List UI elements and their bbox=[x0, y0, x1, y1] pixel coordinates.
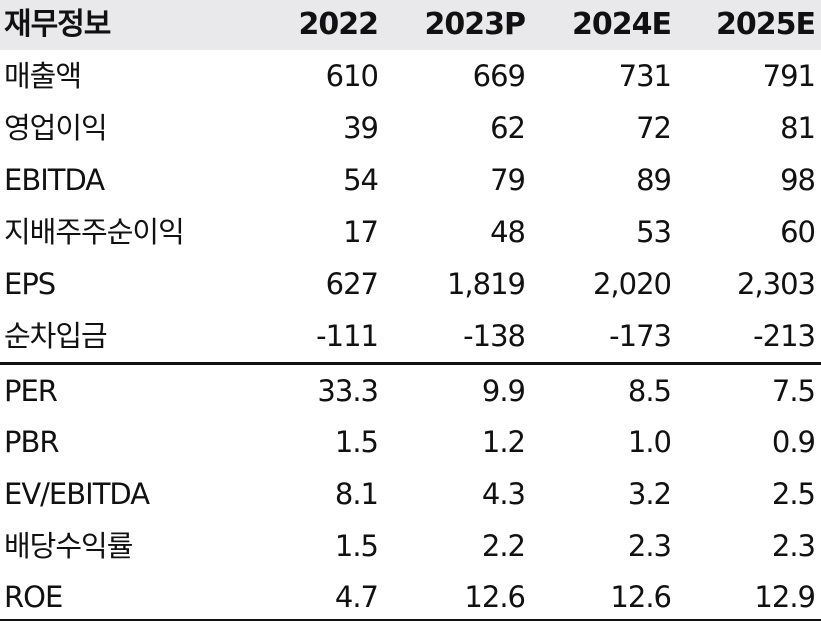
row-value: 60 bbox=[780, 214, 816, 249]
table-row: 배당수익률 1.5 2.2 2.3 2.3 bbox=[0, 520, 821, 572]
row-value: 791 bbox=[762, 58, 816, 93]
row-value: 4.7 bbox=[334, 579, 379, 614]
row-value: 72 bbox=[636, 110, 672, 145]
table-row: 지배주주순이익 17 48 53 60 bbox=[0, 206, 821, 258]
row-value: 2.3 bbox=[771, 528, 816, 563]
row-label: 지배주주순이익 bbox=[4, 214, 185, 249]
row-value: 1.5 bbox=[334, 528, 379, 563]
row-label: 영업이익 bbox=[4, 110, 108, 145]
row-value: -173 bbox=[609, 318, 672, 353]
table-header-row: 재무정보 2022 2023P 2024E 2025E bbox=[0, 0, 821, 50]
table-row: 영업이익 39 62 72 81 bbox=[0, 102, 821, 154]
row-value: 610 bbox=[325, 58, 379, 93]
table-row: 순차입금 -111 -138 -173 -213 bbox=[0, 310, 821, 362]
row-label: EV/EBITDA bbox=[4, 476, 150, 511]
row-value: 12.6 bbox=[464, 579, 526, 614]
row-value: 17 bbox=[343, 214, 379, 249]
row-label: EPS bbox=[4, 266, 56, 301]
table-row: 매출액 610 669 731 791 bbox=[0, 50, 821, 102]
table-row: PBR 1.5 1.2 1.0 0.9 bbox=[0, 416, 821, 468]
row-label: 순차입금 bbox=[4, 318, 108, 353]
row-value: 12.6 bbox=[610, 579, 672, 614]
row-value: 2.5 bbox=[771, 476, 816, 511]
header-col-2025e: 2025E bbox=[716, 7, 816, 42]
row-value: 1,819 bbox=[446, 266, 526, 301]
row-value: 1.0 bbox=[627, 424, 672, 459]
row-value: 2.2 bbox=[481, 528, 526, 563]
row-label: EBITDA bbox=[4, 162, 105, 197]
row-value: 0.9 bbox=[771, 424, 816, 459]
row-value: 33.3 bbox=[317, 373, 379, 408]
header-label: 재무정보 bbox=[4, 7, 111, 42]
row-value: 731 bbox=[618, 58, 672, 93]
table-row: ROE 4.7 12.6 12.6 12.9 bbox=[0, 571, 821, 623]
row-label: 매출액 bbox=[4, 58, 82, 93]
row-label: PBR bbox=[4, 424, 60, 459]
row-value: 2.3 bbox=[627, 528, 672, 563]
row-value: 81 bbox=[780, 110, 816, 145]
table-row: EBITDA 54 79 89 98 bbox=[0, 154, 821, 206]
row-value: 53 bbox=[636, 214, 672, 249]
row-value: 98 bbox=[780, 162, 816, 197]
table-row: EV/EBITDA 8.1 4.3 3.2 2.5 bbox=[0, 468, 821, 520]
section-divider bbox=[0, 362, 821, 365]
row-value: -213 bbox=[753, 318, 816, 353]
table-row: PER 33.3 9.9 8.5 7.5 bbox=[0, 365, 821, 417]
row-value: -138 bbox=[463, 318, 526, 353]
row-value: 54 bbox=[343, 162, 379, 197]
row-value: 8.1 bbox=[334, 476, 379, 511]
row-value: 9.9 bbox=[481, 373, 526, 408]
header-col-2024e: 2024E bbox=[572, 7, 672, 42]
row-value: 48 bbox=[490, 214, 526, 249]
row-value: 2,020 bbox=[592, 266, 672, 301]
table-bottom-border bbox=[0, 619, 821, 621]
row-value: 627 bbox=[325, 266, 379, 301]
row-value: 12.9 bbox=[754, 579, 816, 614]
row-value: 3.2 bbox=[627, 476, 672, 511]
row-value: 1.5 bbox=[334, 424, 379, 459]
row-value: 1.2 bbox=[481, 424, 526, 459]
row-value: 669 bbox=[472, 58, 526, 93]
row-value: -111 bbox=[316, 318, 379, 353]
table-row: EPS 627 1,819 2,020 2,303 bbox=[0, 258, 821, 310]
row-value: 89 bbox=[636, 162, 672, 197]
row-value: 2,303 bbox=[736, 266, 816, 301]
row-value: 79 bbox=[490, 162, 526, 197]
row-value: 39 bbox=[343, 110, 379, 145]
row-label: PER bbox=[4, 373, 58, 408]
header-col-2023p: 2023P bbox=[424, 7, 526, 42]
row-value: 4.3 bbox=[481, 476, 526, 511]
header-col-2022: 2022 bbox=[298, 7, 379, 42]
row-label: 배당수익률 bbox=[4, 528, 133, 563]
row-value: 62 bbox=[490, 110, 526, 145]
row-label: ROE bbox=[4, 579, 63, 614]
row-value: 8.5 bbox=[627, 373, 672, 408]
row-value: 7.5 bbox=[771, 373, 816, 408]
